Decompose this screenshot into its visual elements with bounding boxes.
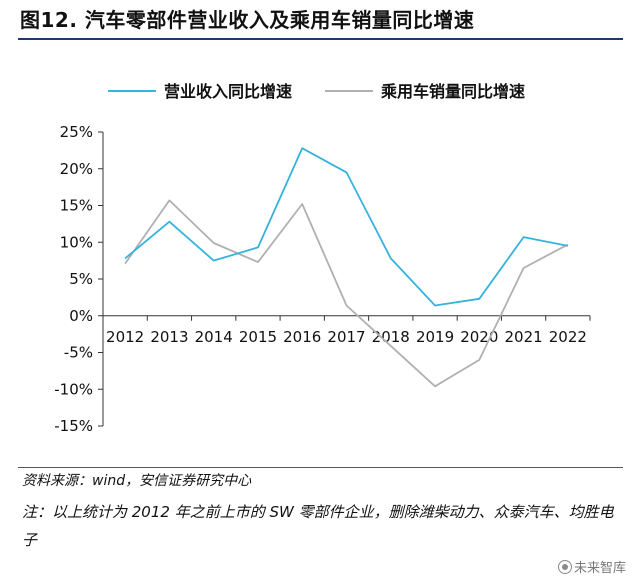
figure-title: 图12. 汽车零部件营业收入及乘用车销量同比增速 <box>20 8 475 32</box>
title-divider <box>18 38 623 40</box>
source-text: 资料来源：wind，安信证券研究中心 <box>22 473 252 489</box>
y-axis: 25% 20% 15% 10% 5% 0% -5% -10% -15% <box>54 123 104 435</box>
y-tick-label: -5% <box>64 344 93 362</box>
y-tick-label: 5% <box>69 270 93 288</box>
x-tick-label: 2014 <box>195 328 233 346</box>
line-chart: 营业收入同比增速 乘用车销量同比增速 25% 20% 15% 10% 5% 0% -5% -10… <box>54 82 591 435</box>
x-tick-label: 2019 <box>416 328 454 346</box>
watermark-logo-icon <box>557 560 572 574</box>
x-tick-label: 2015 <box>239 328 277 346</box>
y-tick-label: 10% <box>60 233 93 251</box>
legend: 营业收入同比增速 乘用车销量同比增速 <box>108 82 525 101</box>
y-tick-label: 20% <box>60 160 93 178</box>
legend-label: 乘用车销量同比增速 <box>380 82 525 101</box>
series-line-0 <box>124 147 569 307</box>
y-tick-label: -10% <box>54 380 93 398</box>
y-tick-label: 15% <box>60 197 93 215</box>
x-tick-label: 2021 <box>504 328 542 346</box>
y-tick-label: -15% <box>54 417 93 435</box>
x-tick-label: 2016 <box>283 328 321 346</box>
y-tick-label: 0% <box>69 307 93 325</box>
watermark: 未来智库 <box>557 557 626 576</box>
note-text: 注：以上统计为 2012 年之前上市的 SW 零部件企业，删除潍柴动力、众泰汽车… <box>22 503 614 549</box>
series-line-1 <box>124 199 569 388</box>
x-axis: 2012 2013 2014 2015 2016 2017 2018 2019 2020 2021… <box>102 315 591 346</box>
y-tick-label: 25% <box>60 123 93 141</box>
x-tick-label: 2022 <box>549 328 587 346</box>
series-lines <box>124 147 569 388</box>
x-tick-label: 2012 <box>106 328 144 346</box>
x-tick-label: 2017 <box>327 328 365 346</box>
footer-divider <box>18 467 623 468</box>
watermark-text: 未来智库 <box>573 561 626 576</box>
x-tick-label: 2013 <box>150 328 188 346</box>
x-tick-label: 2018 <box>372 328 410 346</box>
legend-label: 营业收入同比增速 <box>164 82 292 101</box>
